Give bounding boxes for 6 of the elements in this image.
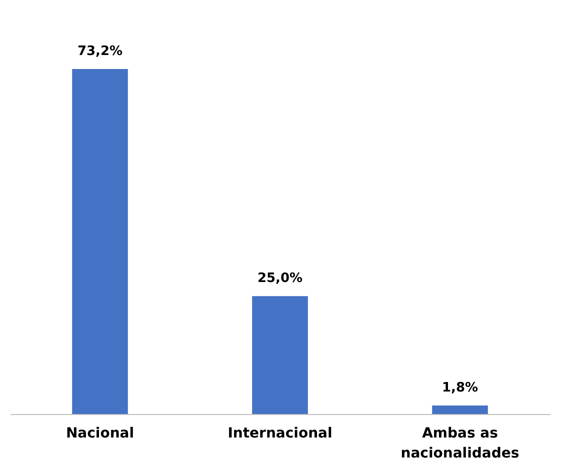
x-tick-label: Nacional [66, 426, 134, 442]
data-label: 1,8% [442, 380, 478, 396]
x-tick-label: Internacional [228, 426, 332, 442]
x-tick-label: Ambas as nacionalidades [400, 426, 520, 462]
data-label: 25,0% [257, 271, 303, 286]
data-label: 73,2% [77, 44, 123, 59]
